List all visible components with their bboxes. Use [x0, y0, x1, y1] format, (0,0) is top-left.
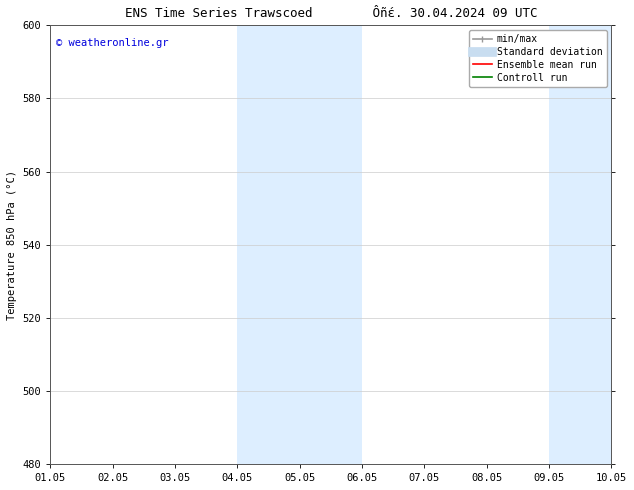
Text: © weatheronline.gr: © weatheronline.gr — [56, 38, 169, 49]
Bar — [237, 25, 362, 464]
Y-axis label: Temperature 850 hPa (°C): Temperature 850 hPa (°C) — [7, 170, 17, 319]
Legend: min/max, Standard deviation, Ensemble mean run, Controll run: min/max, Standard deviation, Ensemble me… — [469, 30, 607, 87]
Bar — [549, 25, 634, 464]
Title: ENS Time Series Trawscoed        Ôñέ. 30.04.2024 09 UTC: ENS Time Series Trawscoed Ôñέ. 30.04.202… — [125, 7, 537, 20]
